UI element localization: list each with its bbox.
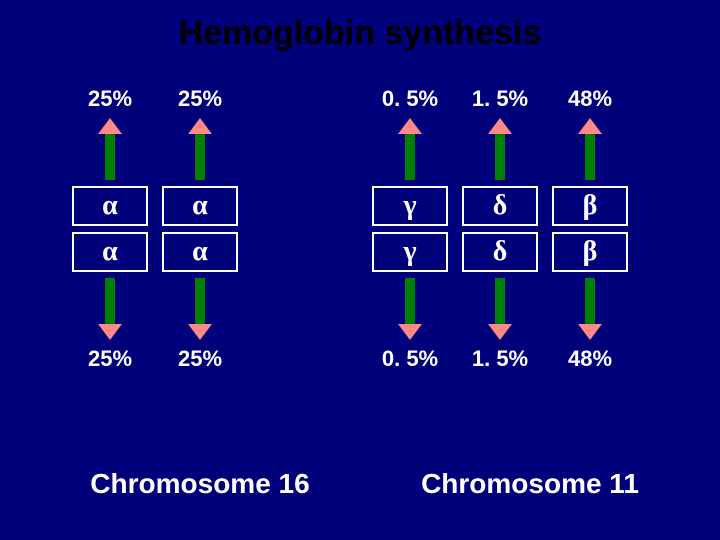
gene-box: α: [162, 232, 238, 272]
gene-box: β: [552, 186, 628, 226]
arrow-down-icon: [188, 272, 212, 346]
percent-bottom: 25%: [88, 346, 132, 372]
percent-top: 48%: [568, 86, 612, 112]
gene-column: 0. 5% γ γ 0. 5%: [372, 86, 448, 372]
arrow-down-icon: [98, 272, 122, 346]
chromosome-label: Chromosome 16: [70, 468, 330, 500]
gene-box: α: [72, 232, 148, 272]
percent-bottom: 25%: [178, 346, 222, 372]
gene-box: α: [162, 186, 238, 226]
arrow-up-icon: [578, 112, 602, 186]
gene-box: γ: [372, 186, 448, 226]
gene-box: δ: [462, 186, 538, 226]
percent-top: 25%: [178, 86, 222, 112]
percent-top: 25%: [88, 86, 132, 112]
arrow-down-icon: [578, 272, 602, 346]
arrow-up-icon: [398, 112, 422, 186]
percent-bottom: 48%: [568, 346, 612, 372]
gene-box: δ: [462, 232, 538, 272]
percent-bottom: 1. 5%: [472, 346, 528, 372]
gene-box: γ: [372, 232, 448, 272]
arrow-down-icon: [488, 272, 512, 346]
chromosome-label: Chromosome 11: [380, 468, 680, 500]
gene-box: β: [552, 232, 628, 272]
percent-top: 0. 5%: [382, 86, 438, 112]
arrow-up-icon: [488, 112, 512, 186]
gene-column: 1. 5% δ δ 1. 5%: [462, 86, 538, 372]
gene-column: 48% β β 48%: [552, 86, 628, 372]
arrow-up-icon: [188, 112, 212, 186]
arrow-up-icon: [98, 112, 122, 186]
columns-container: 25% α α 25% 25% α α 25% 0. 5% γ γ 0. 5% …: [0, 86, 720, 372]
arrow-down-icon: [398, 272, 422, 346]
gene-column: 25% α α 25%: [162, 86, 238, 372]
percent-top: 1. 5%: [472, 86, 528, 112]
slide-title: Hemoglobin synthesis: [0, 14, 720, 53]
percent-bottom: 0. 5%: [382, 346, 438, 372]
gene-column: 25% α α 25%: [72, 86, 148, 372]
gene-box: α: [72, 186, 148, 226]
